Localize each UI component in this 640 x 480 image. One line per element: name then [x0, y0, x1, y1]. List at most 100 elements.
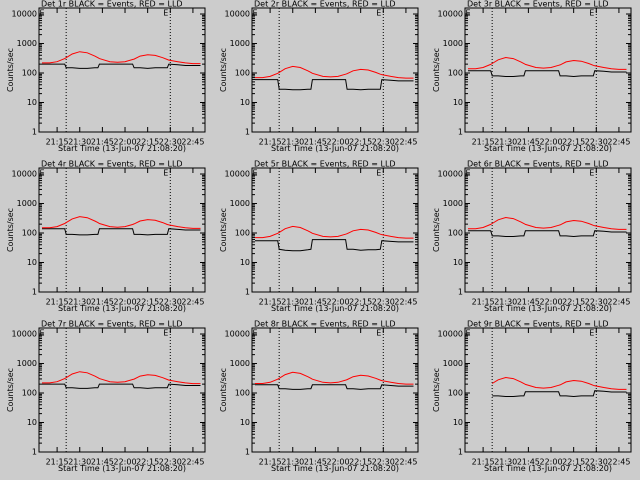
x-axis-label: Start Time (13-Jun-07 21:08:20)	[484, 464, 612, 473]
panel-title: Det 7r BLACK = Events, RED = LLD	[41, 320, 183, 329]
x-tick-label: 21:15	[259, 458, 282, 467]
series-line	[42, 383, 201, 389]
y-axis-label: Counts/sec	[219, 208, 228, 252]
x-tick-label: 22:30	[159, 458, 182, 467]
x-tick-label: 21:30	[281, 458, 304, 467]
x-tick-label: 21:30	[494, 298, 517, 307]
y-tick-label: 100	[22, 389, 37, 398]
annotation: E	[252, 9, 257, 18]
plot-area	[38, 167, 206, 293]
x-axis-label: Start Time (13-Jun-07 21:08:20)	[58, 144, 186, 153]
plot-area	[38, 7, 206, 133]
y-tick-label: 1000	[443, 199, 463, 208]
panel: Det 2r BLACK = Events, RED = LLD Start Ti…	[219, 0, 419, 153]
x-axis-label: Start Time (13-Jun-07 21:08:20)	[271, 144, 399, 153]
plot-area	[464, 167, 632, 293]
x-tick-label: 21:45	[517, 298, 540, 307]
x-tick-label: 22:30	[585, 458, 608, 467]
x-axis-label: Start Time (13-Jun-07 21:08:20)	[271, 304, 399, 313]
annotation: E	[465, 169, 470, 178]
x-tick-label: 21:30	[281, 298, 304, 307]
y-tick-label: 10	[240, 258, 250, 267]
x-tick-label: 22:30	[159, 138, 182, 147]
x-tick-label: 22:00	[539, 458, 562, 467]
y-axis-label: Counts/sec	[432, 208, 441, 252]
x-tick-label: 21:30	[281, 138, 304, 147]
x-tick-label: 21:15	[46, 298, 69, 307]
x-axis-label: Start Time (13-Jun-07 21:08:20)	[484, 144, 612, 153]
x-tick-label: 22:45	[181, 298, 204, 307]
y-tick-label: 100	[235, 389, 250, 398]
annotation: E	[39, 329, 44, 338]
plot-area	[251, 327, 419, 453]
y-axis-label: Counts/sec	[219, 368, 228, 412]
x-tick-label: 21:45	[517, 458, 540, 467]
annotation: E	[589, 9, 594, 18]
y-tick-label: 10000	[12, 170, 37, 179]
x-tick-label: 21:15	[472, 298, 495, 307]
panel-title: Det 2r BLACK = Events, RED = LLD	[254, 0, 396, 9]
y-tick-label: 100	[235, 229, 250, 238]
annotation: E	[376, 329, 381, 338]
x-tick-label: 22:30	[372, 298, 395, 307]
panel: Det 1r BLACK = Events, RED = LLD Start Ti…	[6, 0, 206, 153]
x-tick-label: 22:30	[585, 298, 608, 307]
x-tick-label: 21:45	[304, 138, 327, 147]
y-tick-label: 100	[448, 69, 463, 78]
y-axis-label: Counts/sec	[6, 48, 15, 92]
x-tick-label: 22:45	[394, 138, 417, 147]
panel: Det 3r BLACK = Events, RED = LLD Start Ti…	[432, 0, 632, 153]
series-line	[468, 216, 627, 230]
y-tick-label: 10000	[225, 170, 250, 179]
y-tick-label: 1	[32, 128, 37, 137]
series-line	[468, 56, 627, 70]
x-tick-label: 21:15	[46, 138, 69, 147]
annotation: E	[465, 9, 470, 18]
y-tick-label: 10	[453, 258, 463, 267]
x-tick-label: 21:15	[259, 298, 282, 307]
x-axis-label: Start Time (13-Jun-07 21:08:20)	[484, 304, 612, 313]
series-line	[255, 371, 414, 385]
y-tick-label: 1000	[443, 39, 463, 48]
y-tick-label: 100	[235, 69, 250, 78]
series-line	[42, 51, 201, 65]
x-tick-label: 22:15	[136, 458, 159, 467]
y-tick-label: 1	[245, 128, 250, 137]
series-line	[468, 70, 627, 78]
plot-area	[38, 327, 206, 453]
panel: Det 6r BLACK = Events, RED = LLD Start Ti…	[432, 160, 632, 313]
panel: Det 7r BLACK = Events, RED = LLD Start Ti…	[6, 320, 206, 473]
x-axis-label: Start Time (13-Jun-07 21:08:20)	[58, 304, 186, 313]
y-tick-label: 100	[448, 229, 463, 238]
y-tick-label: 10000	[225, 330, 250, 339]
x-tick-label: 22:15	[562, 458, 585, 467]
series-line	[255, 384, 414, 390]
y-axis-label: Counts/sec	[6, 208, 15, 252]
x-tick-label: 21:15	[46, 458, 69, 467]
x-tick-label: 22:45	[607, 298, 630, 307]
x-tick-label: 22:45	[181, 138, 204, 147]
y-tick-label: 10	[27, 418, 37, 427]
panel-title: Det 8r BLACK = Events, RED = LLD	[254, 320, 396, 329]
x-axis-label: Start Time (13-Jun-07 21:08:20)	[58, 464, 186, 473]
series-line	[255, 239, 414, 252]
x-tick-label: 22:30	[372, 458, 395, 467]
annotation: E	[163, 329, 168, 338]
y-tick-label: 100	[22, 69, 37, 78]
y-axis-label: Counts/sec	[219, 48, 228, 92]
series-line	[255, 79, 414, 91]
x-tick-label: 22:45	[181, 458, 204, 467]
x-tick-label: 21:45	[91, 298, 114, 307]
x-tick-label: 21:30	[68, 138, 91, 147]
x-tick-label: 21:30	[68, 458, 91, 467]
x-tick-label: 22:15	[349, 138, 372, 147]
y-tick-label: 1000	[17, 199, 37, 208]
x-axis-label: Start Time (13-Jun-07 21:08:20)	[271, 464, 399, 473]
y-tick-label: 1000	[443, 359, 463, 368]
x-tick-label: 22:00	[113, 458, 136, 467]
y-tick-label: 1000	[230, 39, 250, 48]
annotation: E	[163, 9, 168, 18]
y-tick-label: 10000	[438, 10, 463, 19]
panel: Det 5r BLACK = Events, RED = LLD Start Ti…	[219, 160, 419, 313]
y-tick-label: 10000	[12, 10, 37, 19]
